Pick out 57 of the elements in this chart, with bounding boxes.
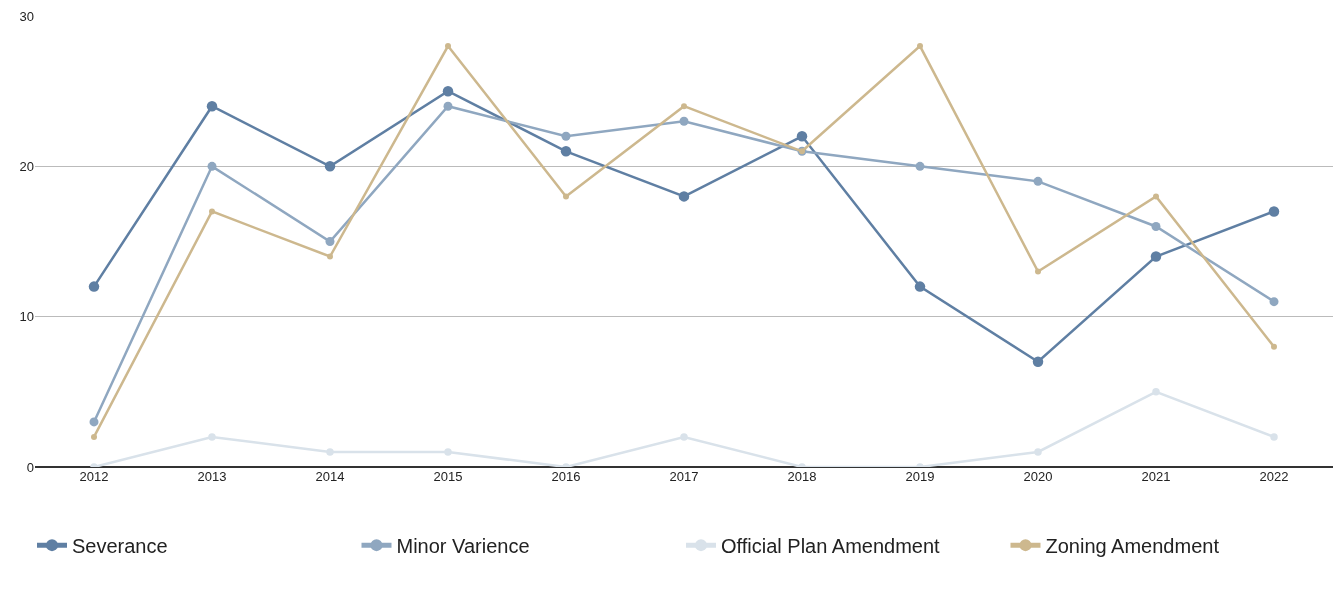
point (1268, 206, 1280, 217)
x-tick-label: 2012 (79, 469, 109, 484)
point (1151, 221, 1161, 231)
point (1271, 343, 1277, 350)
x-tick-label: 2013 (197, 469, 227, 484)
x-tick-label: 2019 (905, 469, 935, 484)
point (209, 208, 215, 215)
point (917, 43, 923, 50)
x-tick-label: 2018 (787, 469, 817, 484)
y-tick-label: 10 (19, 309, 34, 325)
y-tick-label: 0 (26, 459, 34, 475)
point (679, 116, 689, 126)
point (207, 161, 217, 171)
point (563, 193, 569, 200)
point (1033, 176, 1043, 186)
legend-label: Severance (72, 534, 168, 557)
x-tick-label: 2016 (551, 469, 581, 484)
point (327, 253, 333, 260)
point (325, 237, 335, 246)
point (678, 191, 690, 202)
point (681, 103, 687, 110)
point (324, 161, 336, 172)
point (1150, 251, 1162, 262)
point (796, 131, 808, 142)
point (88, 281, 100, 292)
point (206, 100, 218, 112)
point (89, 417, 99, 427)
y-tick-label: 20 (19, 158, 34, 174)
x-tick-label: 2022 (1259, 469, 1289, 484)
legend-label: Official Plan Amendment (721, 534, 941, 557)
x-tick-label: 2015 (433, 469, 463, 484)
point (445, 43, 451, 50)
point (326, 448, 334, 456)
point (1270, 433, 1278, 441)
point (1032, 356, 1044, 368)
point (1152, 388, 1160, 396)
x-tick-label: 2021 (1141, 469, 1171, 484)
point (561, 131, 571, 141)
point (1034, 448, 1042, 456)
legend-label: Zoning Amendment (1045, 534, 1220, 557)
point (915, 161, 925, 171)
point (443, 101, 453, 111)
y-tick-label: 30 (19, 8, 34, 24)
point (91, 433, 97, 440)
point (444, 448, 452, 456)
point (1153, 193, 1159, 200)
legend-label: Minor Varience (396, 534, 530, 557)
point (1269, 297, 1279, 307)
point (560, 146, 572, 157)
x-tick-label: 2014 (315, 469, 345, 484)
point (208, 433, 216, 441)
x-tick-label: 2020 (1023, 469, 1053, 484)
point (1035, 268, 1041, 275)
point (914, 281, 926, 292)
point (680, 433, 688, 441)
point (442, 85, 454, 97)
x-tick-label: 2017 (669, 469, 699, 484)
